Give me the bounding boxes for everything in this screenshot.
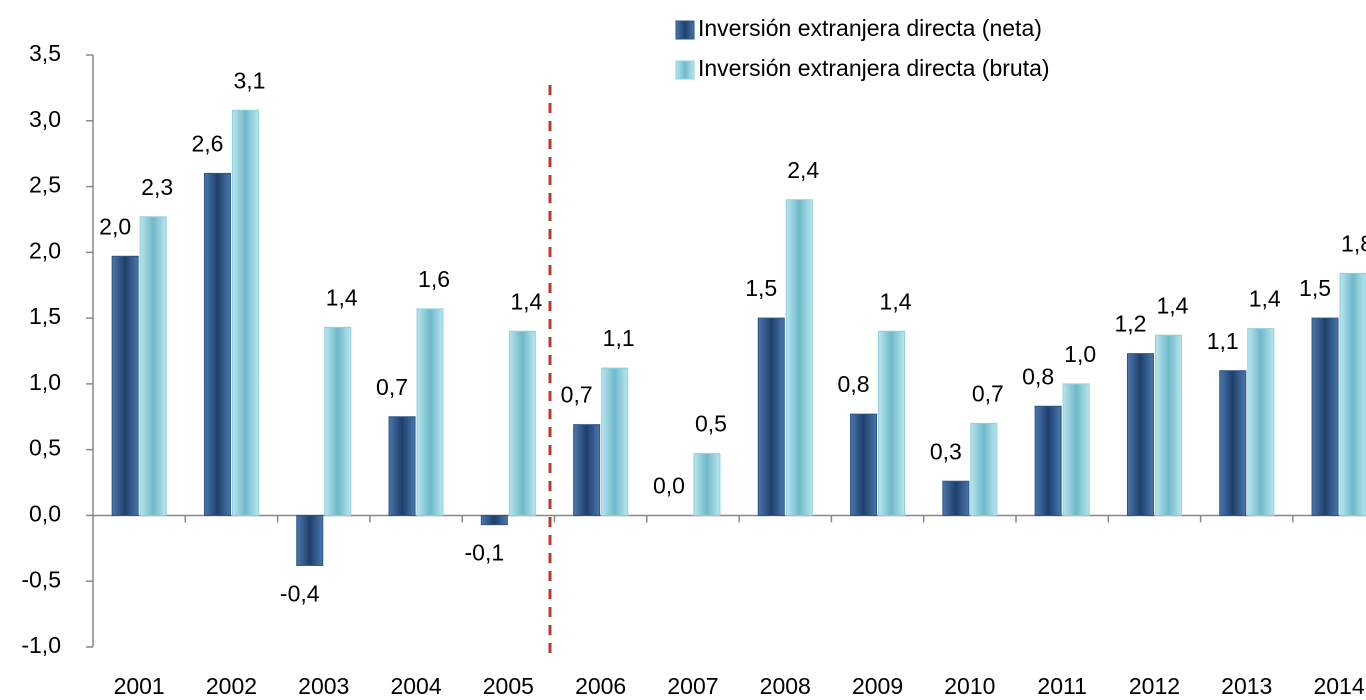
- x-tick-label: 2014: [1313, 673, 1364, 699]
- value-label: 0,7: [972, 380, 1004, 406]
- legend-label: Inversión extranjera directa (neta): [698, 15, 1042, 41]
- bar: [850, 413, 878, 516]
- value-label: 1,2: [1114, 311, 1146, 337]
- value-label: 1,0: [1064, 341, 1096, 367]
- value-label: 2,6: [191, 130, 223, 156]
- bar: [1219, 370, 1247, 516]
- bar: [757, 317, 785, 516]
- value-label: 0,7: [376, 374, 408, 400]
- bar: [508, 330, 536, 516]
- x-tick-label: 2006: [575, 673, 626, 699]
- bar: [1339, 272, 1366, 516]
- bar: [139, 216, 167, 516]
- x-tick-label: 2001: [114, 673, 165, 699]
- y-tick-label: 3,5: [29, 40, 61, 66]
- y-tick-label: -0,5: [21, 566, 61, 592]
- bar: [1126, 353, 1154, 516]
- bar: [1062, 383, 1090, 516]
- x-tick-label: 2007: [667, 673, 718, 699]
- x-tick-label: 2005: [483, 673, 534, 699]
- bar: [231, 109, 259, 516]
- legend-swatch: [675, 20, 695, 40]
- value-label: 1,4: [1156, 292, 1188, 318]
- value-label: 1,5: [745, 275, 777, 301]
- value-label: 0,7: [561, 382, 593, 408]
- bar: [416, 308, 444, 516]
- x-tick-label: 2013: [1221, 673, 1272, 699]
- y-tick-label: 2,0: [29, 237, 61, 263]
- y-tick-label: 2,5: [29, 172, 61, 198]
- value-label: 0,0: [653, 473, 685, 499]
- x-tick-label: 2008: [760, 673, 811, 699]
- value-label: 1,4: [510, 288, 542, 314]
- value-label: 2,0: [99, 213, 131, 239]
- y-tick-label: 1,5: [29, 303, 61, 329]
- value-label: -0,4: [280, 581, 320, 607]
- x-tick-label: 2002: [206, 673, 257, 699]
- legend-swatch: [675, 60, 695, 80]
- value-label: 1,8: [1341, 230, 1366, 256]
- bar: [878, 330, 906, 516]
- x-tick-label: 2011: [1037, 673, 1086, 699]
- bar: [480, 514, 508, 526]
- bar: [324, 326, 352, 516]
- bar: [601, 367, 629, 516]
- value-label: 0,3: [930, 438, 962, 464]
- value-label: 1,1: [603, 325, 635, 351]
- bar: [1154, 334, 1182, 516]
- bar: [203, 172, 231, 516]
- y-tick-label: -1,0: [21, 632, 61, 658]
- y-tick-label: 0,5: [29, 435, 61, 461]
- bar: [693, 453, 721, 516]
- value-label: 1,6: [418, 266, 450, 292]
- bar: [1034, 405, 1062, 516]
- y-tick-label: 0,0: [29, 501, 61, 527]
- value-label: 2,4: [787, 157, 819, 183]
- bar: [1247, 328, 1275, 516]
- x-tick-label: 2010: [944, 673, 995, 699]
- value-label: 1,4: [1249, 286, 1281, 312]
- bar: [1311, 317, 1339, 516]
- x-tick-label: 2004: [390, 673, 441, 699]
- bar: [942, 480, 970, 516]
- y-tick-label: 1,0: [29, 369, 61, 395]
- value-label: 0,5: [695, 411, 727, 437]
- x-tick-label: 2009: [852, 673, 903, 699]
- bar: [573, 424, 601, 516]
- x-tick-label: 2003: [298, 673, 349, 699]
- bar: [296, 514, 324, 566]
- value-label: 2,3: [141, 174, 173, 200]
- bar: [388, 416, 416, 516]
- value-label: 0,8: [1022, 363, 1054, 389]
- bar: [785, 199, 813, 516]
- value-label: -0,1: [465, 540, 505, 566]
- value-label: 3,1: [233, 67, 265, 93]
- legend-label: Inversión extranjera directa (bruta): [698, 55, 1050, 81]
- x-tick-label: 2012: [1129, 673, 1180, 699]
- bar: [970, 422, 998, 516]
- bar: [111, 255, 139, 516]
- y-tick-label: 3,0: [29, 106, 61, 132]
- value-label: 1,5: [1299, 275, 1331, 301]
- value-label: 1,1: [1207, 328, 1239, 354]
- value-label: 1,4: [326, 284, 358, 310]
- value-label: 1,4: [880, 288, 912, 314]
- value-label: 0,8: [838, 371, 870, 397]
